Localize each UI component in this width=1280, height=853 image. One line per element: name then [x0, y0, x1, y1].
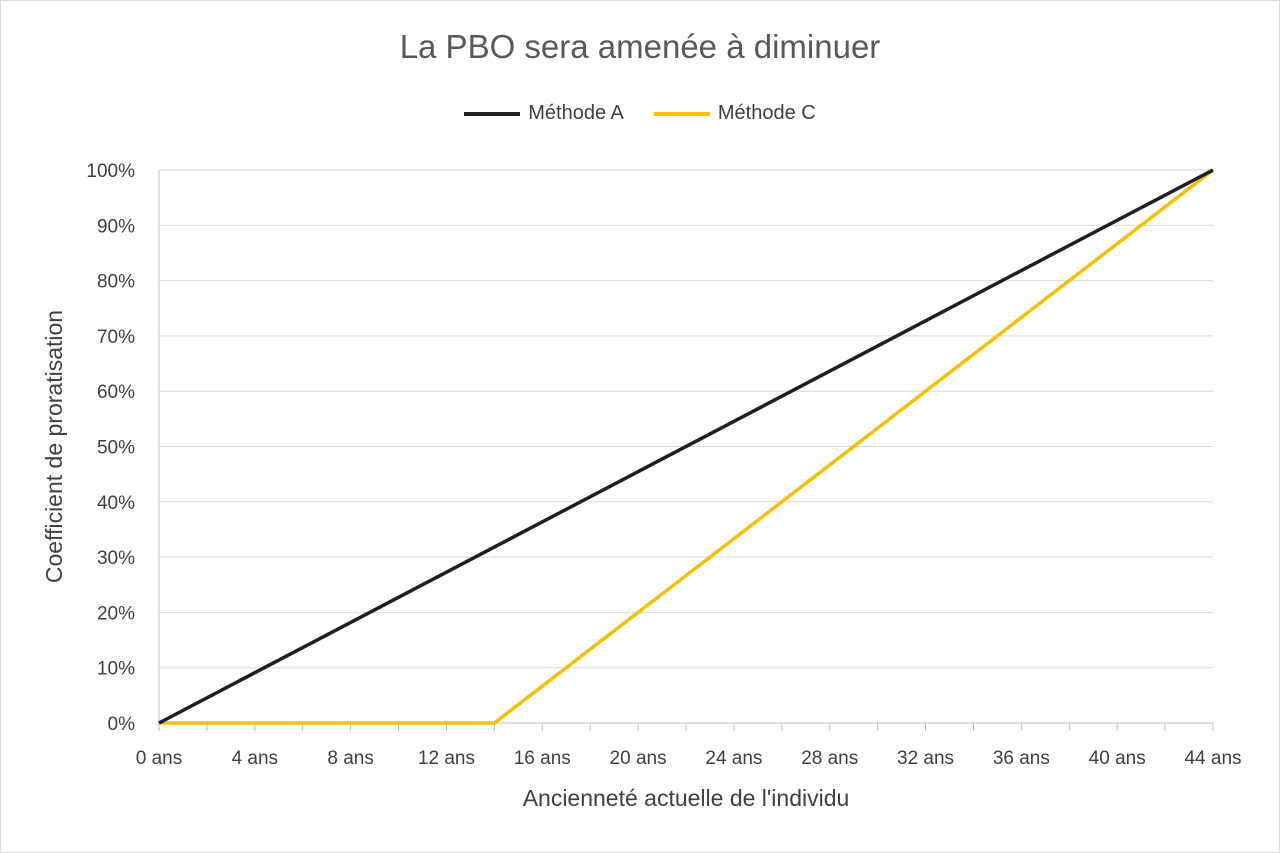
x-tick-label: 12 ans	[418, 748, 475, 769]
chart-title: La PBO sera amenée à diminuer	[399, 28, 881, 65]
y-axis-title: Coefficient de proratisation	[41, 310, 67, 583]
x-tick-label: 20 ans	[610, 748, 667, 769]
legend-swatch-methode-c	[653, 111, 710, 116]
y-tick-label: 80%	[97, 272, 135, 293]
x-tick-label: 36 ans	[993, 748, 1050, 769]
y-tick-label: 10%	[97, 659, 135, 680]
x-axis-title: Ancienneté actuelle de l'individu	[523, 785, 850, 811]
legend-label-methode-c: Méthode C	[717, 102, 816, 124]
y-tick-label: 60%	[97, 382, 135, 403]
x-tick-label: 4 ans	[232, 748, 278, 769]
x-tick-label: 44 ans	[1184, 748, 1241, 769]
y-tick-label: 100%	[86, 161, 135, 182]
legend-item-methode-c: Méthode C	[653, 102, 816, 125]
x-tick-label: 16 ans	[514, 748, 571, 769]
series-line-methode-a	[158, 168, 1214, 725]
legend-label-methode-a: Méthode A	[528, 102, 624, 124]
y-tick-label: 20%	[97, 603, 135, 624]
x-tick-label: 8 ans	[327, 748, 373, 769]
y-tick-label: 0%	[108, 714, 136, 735]
y-tick-label: 70%	[97, 327, 135, 348]
x-tick-label: 40 ans	[1089, 748, 1146, 769]
x-tick-label: 32 ans	[897, 748, 954, 769]
y-tick-label: 90%	[97, 216, 135, 237]
legend-item-methode-a: Méthode A	[464, 102, 624, 125]
y-tick-label: 40%	[97, 493, 135, 514]
y-tick-label: 50%	[97, 438, 135, 459]
x-tick-label: 24 ans	[705, 748, 762, 769]
x-tick-label: 28 ans	[801, 748, 858, 769]
legend-swatch-methode-a	[464, 111, 521, 116]
series-line-methode-c	[159, 168, 1215, 725]
legend: Méthode A Méthode C	[0, 102, 1280, 125]
y-tick-label: 30%	[97, 548, 135, 569]
x-tick-label: 0 ans	[136, 748, 182, 769]
